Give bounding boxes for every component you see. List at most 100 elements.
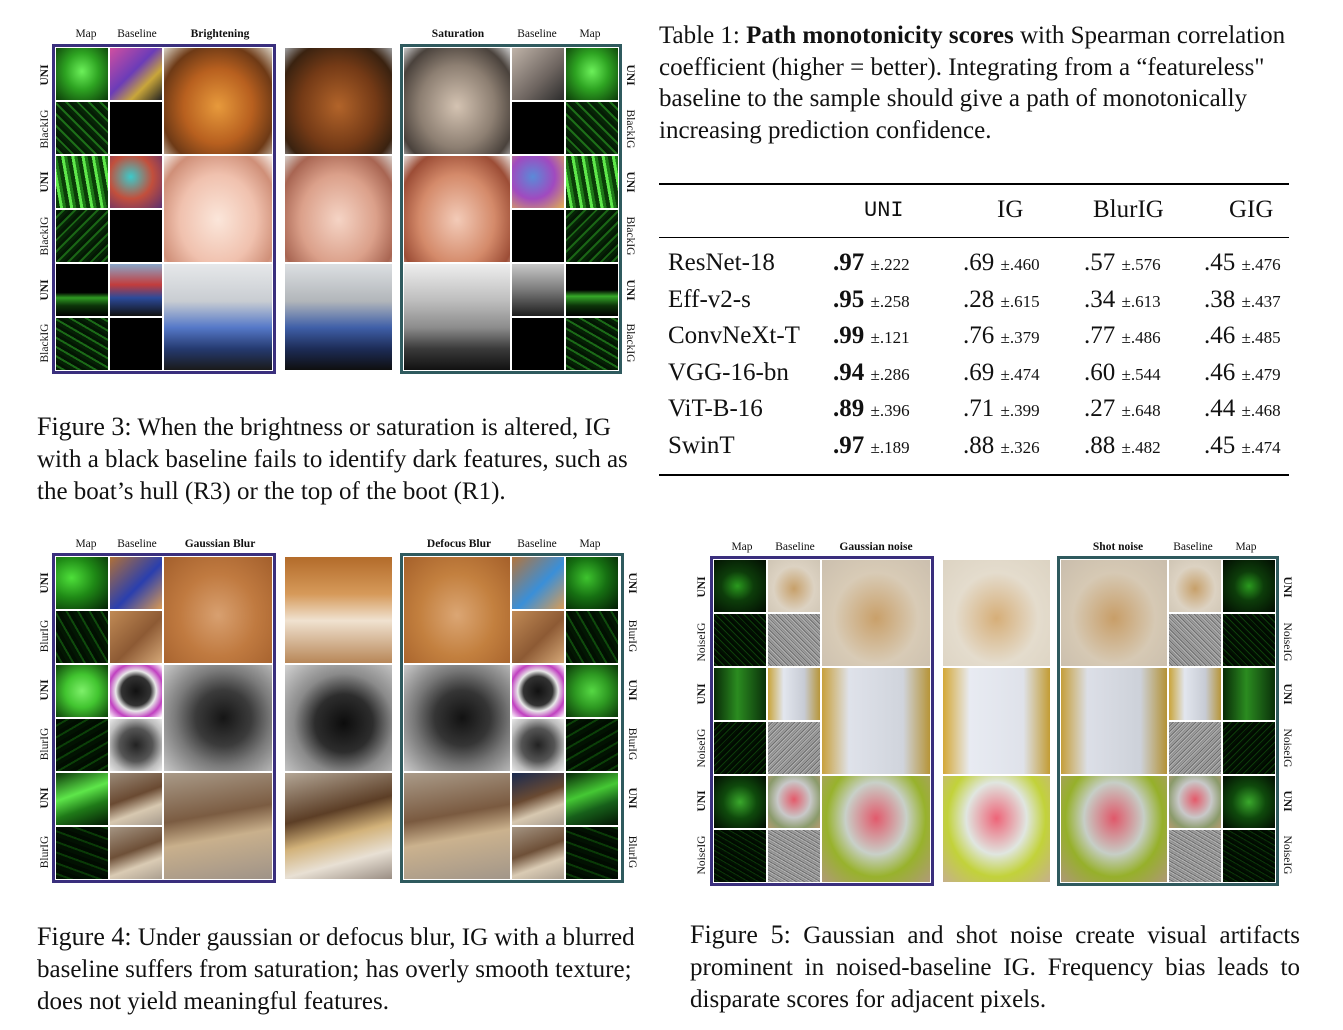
baseline-tile-snake [512,773,564,825]
score-cell: .46 ±.479 [1204,359,1281,387]
gaussian-blur-restaurant-image [164,557,272,663]
blur-baseline-tile [512,827,564,879]
original-toy-image [943,776,1050,882]
score-std: ±.189 [870,437,910,457]
row-label-uni: UNI [624,171,636,193]
row-label-blackig: BlackIG [39,323,51,363]
original-dog-image [943,560,1050,666]
map-tile-noise [566,318,618,370]
score-std: ±.222 [870,255,910,274]
row-label-blurig: BlurIG [39,835,51,869]
figure-5-caption: Figure 5: Gaussian and shot noise create… [690,919,1300,1016]
score-cell: .77 ±.486 [1084,322,1161,350]
score-value: .69 [963,358,995,386]
map-tile-noise [56,318,108,370]
gaussian-noise-toy-image [822,776,930,882]
baseline-tile-dog [1169,560,1221,612]
row-label-noiseig: NoiseIG [1281,728,1293,768]
row-label-blackig: BlackIG [39,216,51,256]
caption-label: Figure 4: [37,922,132,951]
score-value: .45 [1204,431,1236,459]
left-panel-frame [52,44,276,374]
header-map-right: Map [579,538,601,550]
original-restaurant-image [285,557,392,663]
score-cell: .95 ±.258 [833,286,910,314]
map-tile-noise [1223,830,1275,882]
score-std: ±.399 [1000,401,1040,420]
score-std: ±.474 [1241,437,1281,457]
map-tile-washer [566,665,618,717]
left-panel-frame [52,553,276,883]
baseline-tile-washer [110,665,162,717]
header-defocus-blur: Defocus Blur [426,538,492,550]
map-tile-coral [566,156,618,208]
caption-text: Under gaussian or defocus blur, IG with … [37,924,635,1015]
score-value: .94 [833,358,865,386]
right-panel-frame [400,553,624,883]
score-cell: .60 ±.544 [1084,359,1161,387]
map-tile-noise [56,210,108,262]
baseline-tile-toy [1169,776,1221,828]
black-baseline-tile [110,210,162,262]
score-cell: .89 ±.396 [833,395,910,423]
top-rule [659,183,1289,185]
score-cell: .71 ±.399 [963,395,1040,423]
map-tile-toy [714,776,766,828]
baseline-tile-coral [110,156,162,208]
row-label-uni: UNI [39,171,51,193]
gaussian-noise-dog-image [822,560,930,666]
baseline-tile-boot [110,48,162,100]
original-boats-image [285,264,392,370]
score-cell: .69 ±.474 [963,359,1040,387]
baseline-tile-pins [768,668,820,720]
noise-baseline-tile [768,614,820,666]
baseline-tile-toy [768,776,820,828]
gaussian-blur-washer-image [164,665,272,771]
map-tile-noise [714,614,766,666]
row-label-uni: UNI [1281,683,1293,705]
header-baseline-right: Baseline [517,28,557,40]
black-baseline-tile [512,210,564,262]
saturated-boot-image [404,48,510,154]
noise-baseline-tile [768,830,820,882]
right-panel-frame [1057,556,1279,886]
caption-label: Figure 3: [37,412,132,441]
row-label-blurig: BlurIG [626,727,638,761]
column-header: GIG [1229,196,1274,223]
brightened-coral-image [164,156,272,262]
row-label-blackig: BlackIG [624,109,636,149]
score-cell: .94 ±.286 [833,359,910,387]
row-label-uni: UNI [626,572,638,594]
score-std: ±.482 [1121,437,1161,457]
score-value: .45 [1204,249,1236,276]
figure-3-caption: Figure 3: When the brightness or saturat… [37,411,649,508]
header-map-right: Map [1235,541,1257,553]
score-value: .97 [833,249,865,276]
table-label: Table 1: [659,22,740,49]
row-label-noiseig: NoiseIG [696,835,708,875]
score-std: ±.437 [1241,291,1281,311]
score-cell: .45 ±.476 [1204,249,1281,277]
score-value: .28 [963,285,995,313]
score-value: .88 [963,431,995,459]
map-tile-boats [56,264,108,316]
score-value: .60 [1084,358,1116,386]
header-baseline-left: Baseline [117,538,157,550]
table-title-text: with Spearman correlation coefficient (h… [659,22,1286,144]
table-caption: Table 1: Path monotonicity scores with S… [659,20,1299,146]
blur-baseline-tile [110,719,162,771]
row-label-uni: UNI [624,279,636,301]
header-saturation: Saturation [431,28,485,40]
model-name: SwinT [668,431,735,459]
score-value: .34 [1084,285,1116,313]
score-value: .27 [1084,395,1116,422]
row-label-uni: UNI [624,64,636,86]
row-label-blackig: BlackIG [624,216,636,256]
row-label-noiseig: NoiseIG [696,728,708,768]
figure-4-caption: Figure 4: Under gaussian or defocus blur… [37,921,649,1018]
score-value: .71 [963,395,995,422]
row-label-uni: UNI [626,679,638,701]
score-cell: .28 ±.615 [963,286,1040,314]
noise-baseline-tile [1169,614,1221,666]
score-cell: .57 ±.576 [1084,249,1161,277]
